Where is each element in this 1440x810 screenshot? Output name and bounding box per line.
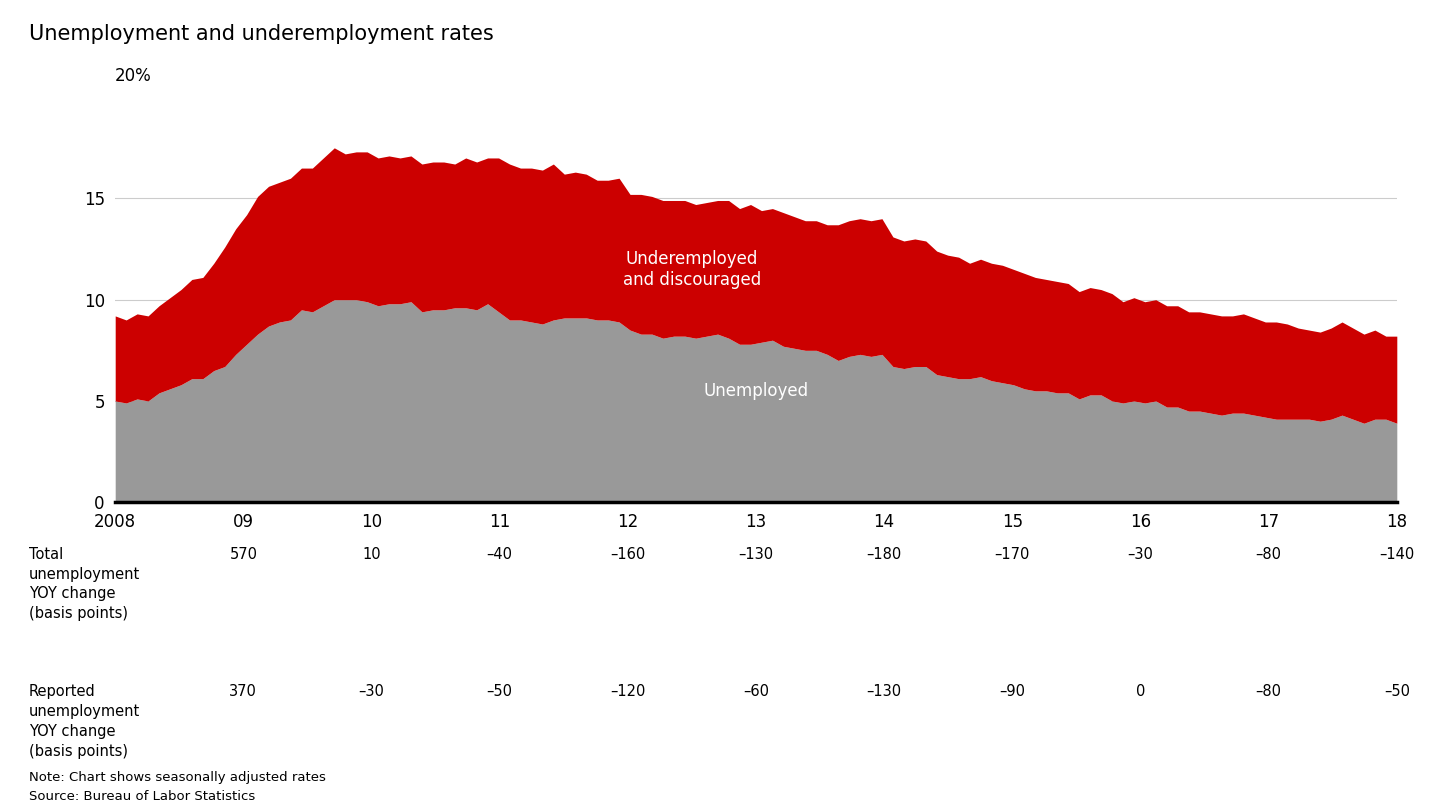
Text: –50: –50 [1384,684,1410,700]
Text: Underemployed
and discouraged: Underemployed and discouraged [622,250,762,288]
Text: –140: –140 [1380,547,1414,562]
Text: –160: –160 [611,547,645,562]
Text: 570: 570 [229,547,258,562]
Text: –30: –30 [359,684,384,700]
Text: –170: –170 [995,547,1030,562]
Text: –90: –90 [999,684,1025,700]
Text: –120: –120 [611,684,645,700]
Text: –30: –30 [1128,547,1153,562]
Text: –80: –80 [1256,547,1282,562]
Text: –130: –130 [867,684,901,700]
Text: –80: –80 [1256,684,1282,700]
Text: Note: Chart shows seasonally adjusted rates: Note: Chart shows seasonally adjusted ra… [29,771,325,784]
Text: Unemployment and underemployment rates: Unemployment and underemployment rates [29,24,494,45]
Text: –180: –180 [867,547,901,562]
Text: –50: –50 [487,684,513,700]
Text: 0: 0 [1136,684,1145,700]
Text: Unemployed: Unemployed [703,382,809,400]
Text: –130: –130 [739,547,773,562]
Text: Source: Bureau of Labor Statistics: Source: Bureau of Labor Statistics [29,790,255,803]
Text: –60: –60 [743,684,769,700]
Text: Reported
unemployment
YOY change
(basis points): Reported unemployment YOY change (basis … [29,684,140,759]
Text: –40: –40 [487,547,513,562]
Text: Total
unemployment
YOY change
(basis points): Total unemployment YOY change (basis poi… [29,547,140,621]
Text: 370: 370 [229,684,258,700]
Text: 10: 10 [363,547,380,562]
Text: 20%: 20% [115,67,153,85]
